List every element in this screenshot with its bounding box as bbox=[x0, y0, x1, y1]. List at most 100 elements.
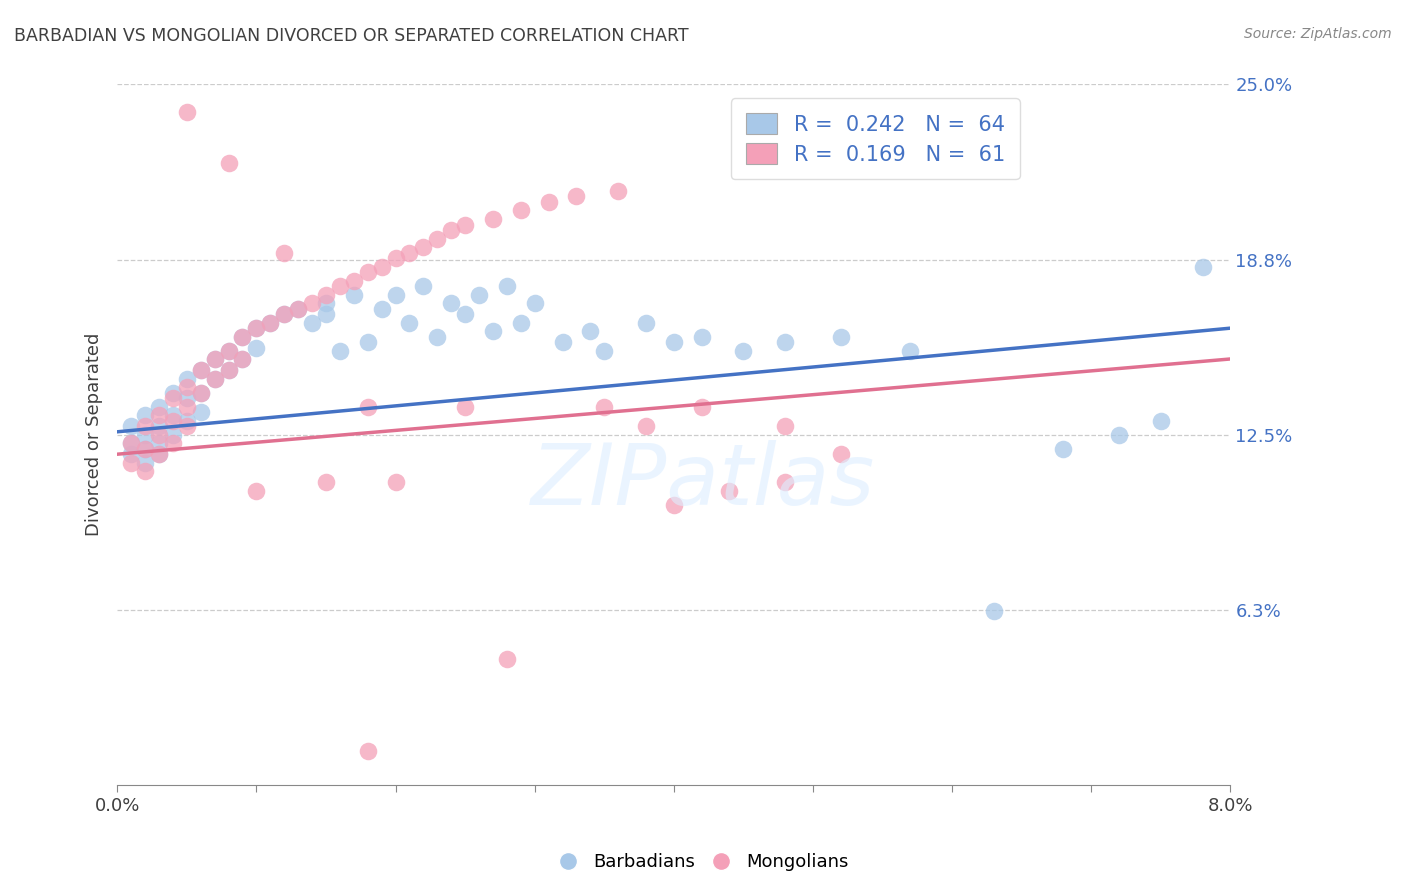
Point bbox=[148, 408, 170, 422]
Point bbox=[357, 265, 380, 279]
Point bbox=[983, 604, 1005, 618]
Point bbox=[384, 251, 406, 265]
Point bbox=[120, 436, 142, 450]
Point bbox=[176, 414, 198, 428]
Point bbox=[830, 447, 852, 461]
Point bbox=[329, 343, 352, 358]
Point bbox=[370, 260, 392, 274]
Text: BARBADIAN VS MONGOLIAN DIVORCED OR SEPARATED CORRELATION CHART: BARBADIAN VS MONGOLIAN DIVORCED OR SEPAR… bbox=[14, 27, 689, 45]
Point bbox=[830, 329, 852, 343]
Point bbox=[148, 436, 170, 450]
Point bbox=[357, 400, 380, 414]
Point bbox=[190, 363, 212, 377]
Point bbox=[148, 447, 170, 461]
Point bbox=[287, 301, 309, 316]
Point bbox=[523, 296, 546, 310]
Point bbox=[176, 400, 198, 414]
Point bbox=[176, 371, 198, 385]
Point bbox=[370, 301, 392, 316]
Point bbox=[593, 343, 616, 358]
Point bbox=[773, 475, 796, 490]
Point bbox=[134, 427, 156, 442]
Point bbox=[162, 408, 184, 422]
Point bbox=[634, 419, 657, 434]
Point bbox=[384, 475, 406, 490]
Point bbox=[231, 351, 253, 366]
Point bbox=[440, 296, 463, 310]
Point bbox=[412, 279, 434, 293]
Point bbox=[1052, 442, 1074, 456]
Point bbox=[204, 351, 226, 366]
Point bbox=[398, 316, 420, 330]
Point bbox=[134, 408, 156, 422]
Point bbox=[482, 211, 505, 226]
Point bbox=[218, 363, 240, 377]
Point bbox=[343, 273, 366, 287]
Point bbox=[1108, 427, 1130, 442]
Point bbox=[357, 744, 380, 758]
Text: ZIPatlas: ZIPatlas bbox=[531, 440, 875, 524]
Point bbox=[690, 400, 713, 414]
Point bbox=[662, 498, 685, 512]
Point bbox=[231, 351, 253, 366]
Point bbox=[120, 436, 142, 450]
Point bbox=[162, 385, 184, 400]
Point bbox=[273, 307, 295, 321]
Point bbox=[245, 483, 267, 498]
Point bbox=[120, 456, 142, 470]
Point bbox=[384, 287, 406, 301]
Point bbox=[315, 307, 337, 321]
Legend: R =  0.242   N =  64, R =  0.169   N =  61: R = 0.242 N = 64, R = 0.169 N = 61 bbox=[731, 98, 1019, 179]
Point bbox=[218, 343, 240, 358]
Point bbox=[245, 321, 267, 335]
Point bbox=[509, 203, 531, 218]
Y-axis label: Divorced or Separated: Divorced or Separated bbox=[86, 333, 103, 536]
Point bbox=[482, 324, 505, 338]
Point bbox=[1150, 414, 1173, 428]
Point bbox=[454, 307, 477, 321]
Point bbox=[273, 245, 295, 260]
Point bbox=[900, 343, 922, 358]
Point bbox=[190, 385, 212, 400]
Point bbox=[231, 329, 253, 343]
Point bbox=[593, 400, 616, 414]
Point bbox=[134, 456, 156, 470]
Point bbox=[565, 189, 588, 203]
Point bbox=[176, 391, 198, 405]
Point bbox=[259, 316, 281, 330]
Point bbox=[468, 287, 491, 301]
Point bbox=[287, 301, 309, 316]
Point bbox=[204, 371, 226, 385]
Point bbox=[509, 316, 531, 330]
Point bbox=[773, 335, 796, 350]
Point bbox=[204, 351, 226, 366]
Point bbox=[579, 324, 602, 338]
Point bbox=[690, 329, 713, 343]
Point bbox=[301, 296, 323, 310]
Point bbox=[176, 419, 198, 434]
Point bbox=[733, 343, 755, 358]
Legend: Barbadians, Mongolians: Barbadians, Mongolians bbox=[550, 847, 856, 879]
Point bbox=[634, 316, 657, 330]
Point bbox=[134, 464, 156, 478]
Point bbox=[426, 329, 449, 343]
Point bbox=[120, 419, 142, 434]
Point bbox=[148, 427, 170, 442]
Point bbox=[329, 279, 352, 293]
Point bbox=[315, 475, 337, 490]
Point bbox=[273, 307, 295, 321]
Point bbox=[162, 414, 184, 428]
Point bbox=[148, 447, 170, 461]
Point bbox=[315, 296, 337, 310]
Point bbox=[176, 105, 198, 120]
Point bbox=[440, 223, 463, 237]
Point bbox=[454, 218, 477, 232]
Point bbox=[357, 335, 380, 350]
Point bbox=[218, 156, 240, 170]
Point bbox=[454, 400, 477, 414]
Point bbox=[537, 195, 560, 210]
Point bbox=[162, 436, 184, 450]
Point bbox=[315, 287, 337, 301]
Point bbox=[1191, 260, 1213, 274]
Point bbox=[148, 419, 170, 434]
